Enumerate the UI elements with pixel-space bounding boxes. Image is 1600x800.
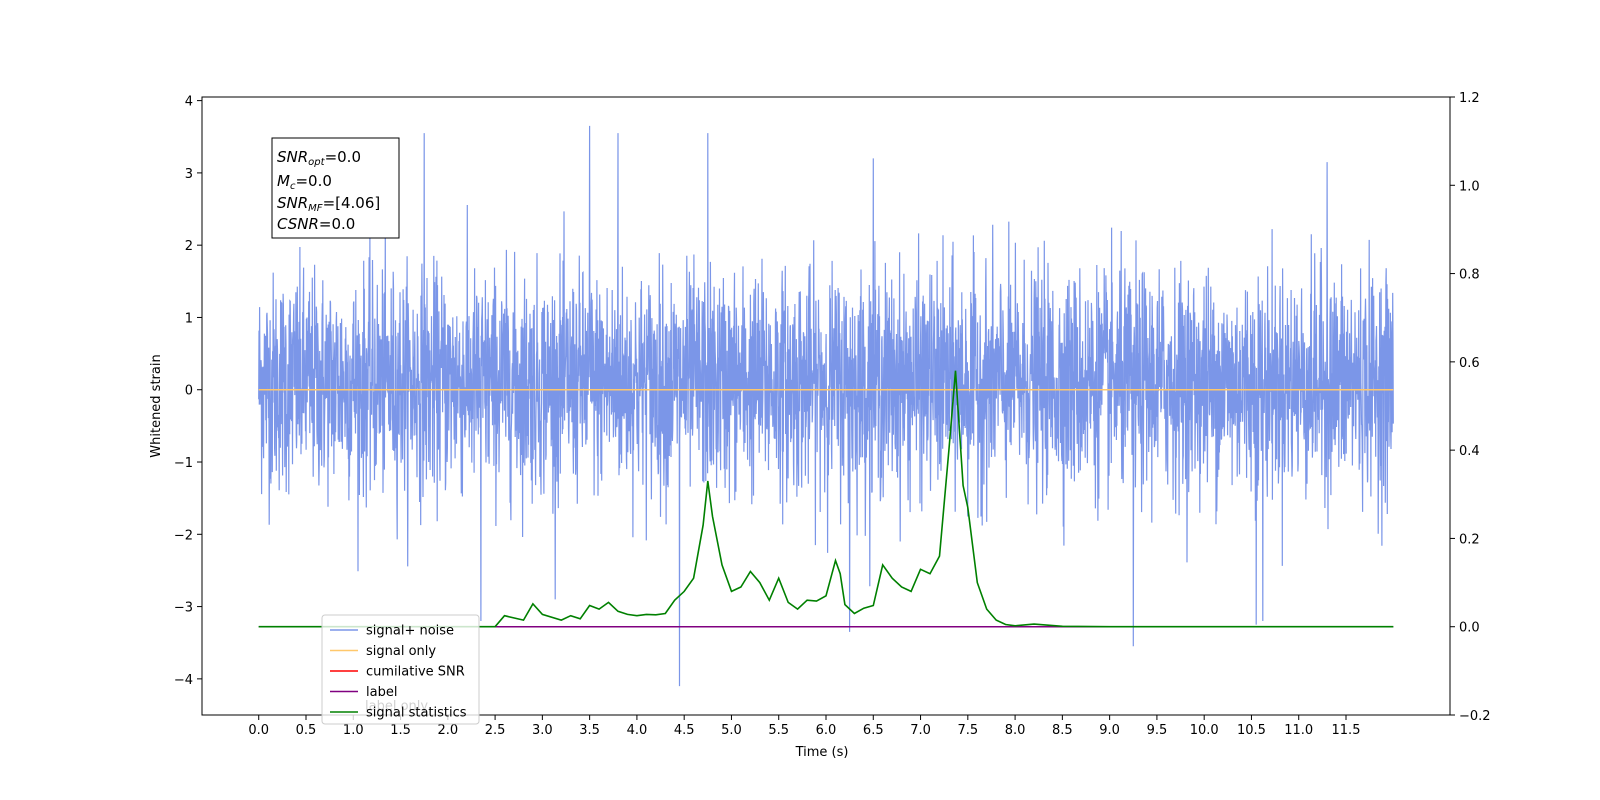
left-y-tick-label: 4 — [185, 95, 193, 110]
x-tick-label: 10.5 — [1237, 723, 1266, 738]
legend-hidden-label: label only — [365, 699, 428, 714]
x-tick-label: 8.0 — [1005, 723, 1026, 738]
right-y-tick-label: −0.2 — [1459, 709, 1491, 724]
stats-box-frame — [271, 137, 400, 239]
x-tick-label: 0.0 — [248, 723, 269, 738]
x-tick-label: 2.5 — [485, 723, 506, 738]
signal-statistics-line — [258, 370, 1394, 628]
x-tick-label: 4.0 — [627, 723, 648, 738]
x-tick-label: 6.5 — [863, 723, 884, 738]
x-tick-label: 4.5 — [674, 723, 695, 738]
x-tick-label: 6.0 — [816, 723, 837, 738]
x-tick-label: 5.0 — [721, 723, 742, 738]
left-y-tick-label: 2 — [185, 239, 193, 254]
legend: label only signal+ noise signal only cumil… — [321, 614, 480, 725]
stat-mc: Mc=0.0 — [277, 172, 332, 192]
x-tick-label: 5.5 — [768, 723, 789, 738]
x-tick-label: 11.5 — [1332, 723, 1361, 738]
legend-label: signal only — [366, 644, 436, 659]
x-tick-label: 7.5 — [957, 723, 978, 738]
legend-label: label — [366, 685, 397, 700]
left-y-tick-label: 3 — [185, 167, 193, 182]
stats-box: SNRopt=0.0 Mc=0.0 SNRMF=[4.06] CSNR=0.0 — [271, 137, 400, 239]
x-tick-label: 0.5 — [296, 723, 317, 738]
x-tick-label: 3.0 — [532, 723, 553, 738]
x-tick-label: 7.0 — [910, 723, 931, 738]
right-y-tick-label: 1.0 — [1459, 179, 1480, 194]
stat-snr-mf: SNRMF=[4.06] — [277, 194, 380, 214]
x-tick-label: 3.5 — [579, 723, 600, 738]
signal-noise-series — [258, 125, 1394, 687]
right-y-tick-label: 1.2 — [1459, 91, 1480, 106]
right-y-tick-label: 0.6 — [1459, 356, 1480, 371]
right-y-tick-label: 0.2 — [1459, 532, 1480, 547]
x-tick-label: 8.5 — [1052, 723, 1073, 738]
left-y-tick-label: −4 — [174, 673, 193, 688]
legend-label: cumilative SNR — [366, 665, 465, 680]
right-y-tick-label: 0.8 — [1459, 268, 1480, 283]
x-axis-ticks: 0.0 0.5 1.0 1.5 2.0 2.5 3.0 3.5 4.0 4.5 5.0 5.5 6.0 6… — [248, 715, 1360, 738]
left-y-tick-label: −2 — [174, 528, 193, 543]
left-y-tick-label: 0 — [185, 384, 193, 399]
legend-frame — [321, 614, 480, 725]
x-axis-label: Time (s) — [795, 745, 849, 760]
x-tick-label: 11.0 — [1284, 723, 1313, 738]
x-tick-label: 9.0 — [1099, 723, 1120, 738]
left-y-tick-label: −3 — [174, 601, 193, 616]
x-tick-label: 2.0 — [437, 723, 458, 738]
x-tick-label: 9.5 — [1147, 723, 1168, 738]
x-tick-label: 1.0 — [343, 723, 364, 738]
signal-statistics-series — [258, 370, 1394, 628]
x-tick-label: 1.5 — [390, 723, 411, 738]
left-y-tick-label: 1 — [185, 311, 193, 326]
x-tick-label: 10.0 — [1190, 723, 1219, 738]
left-y-tick-label: −1 — [174, 456, 193, 471]
left-y-axis-label: Whitened strain — [149, 354, 164, 457]
right-y-tick-label: 0.4 — [1459, 444, 1480, 459]
right-y-axis-ticks: 1.2 1.0 0.8 0.6 0.4 0.2 0.0 −0.2 — [1450, 91, 1491, 724]
stat-csnr: CSNR=0.0 — [277, 215, 355, 233]
right-y-tick-label: 0.0 — [1459, 621, 1480, 636]
signal-noise-line — [258, 125, 1394, 687]
left-y-axis-ticks: 4 3 2 1 0 −1 −2 −3 −4 — [174, 95, 202, 688]
stat-snr-opt: SNRopt=0.0 — [277, 148, 361, 168]
legend-label: signal statistics — [366, 706, 467, 721]
legend-label: signal+ noise — [366, 624, 454, 639]
